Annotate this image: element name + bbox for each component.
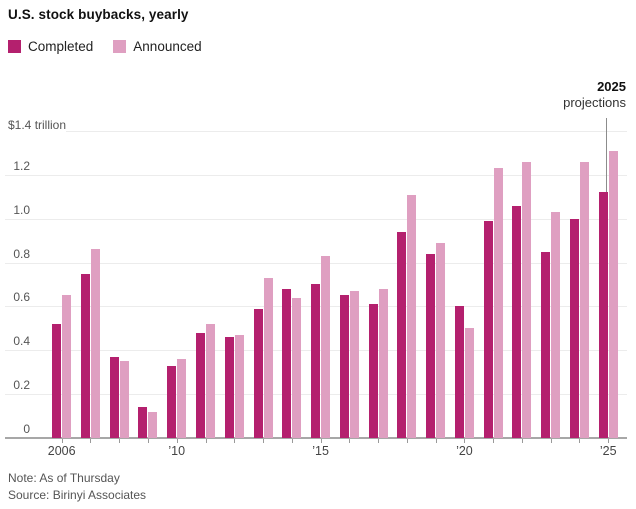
bar-completed-2006 — [52, 323, 62, 438]
x-axis-label-2020: ’20 — [456, 444, 473, 458]
bar-announced-2014 — [292, 297, 302, 438]
bar-completed-2008 — [109, 356, 119, 438]
bar-completed-2018 — [397, 231, 407, 438]
x-tick-2014 — [291, 439, 293, 443]
bar-announced-2017 — [378, 288, 388, 438]
bar-completed-2025 — [598, 192, 608, 438]
y-axis-label-1.2: 1.2 — [13, 158, 30, 173]
x-tick-2012 — [234, 439, 236, 443]
bar-announced-2025 — [608, 150, 618, 438]
x-tick-2021 — [493, 439, 495, 443]
projection-annotation-label: projections — [563, 95, 626, 110]
bar-announced-2018 — [407, 194, 417, 438]
bar-completed-2007 — [80, 273, 90, 438]
chart-note: Note: As of Thursday — [8, 471, 120, 485]
bar-announced-2023 — [551, 212, 561, 438]
gridline-0.8 — [5, 262, 627, 264]
x-tick-2018 — [406, 439, 408, 443]
bar-announced-2007 — [90, 249, 100, 438]
bar-completed-2019 — [426, 253, 436, 438]
x-tick-2025 — [608, 439, 610, 443]
chart-legend: Completed Announced — [8, 39, 202, 54]
gridline-1.4 — [66, 130, 627, 132]
bar-completed-2022 — [512, 205, 522, 438]
chart-title: U.S. stock buybacks, yearly — [8, 7, 189, 22]
y-axis-label-0.6: 0.6 — [13, 290, 30, 305]
bar-announced-2013 — [263, 277, 273, 438]
x-tick-2007 — [90, 439, 92, 443]
y-axis-label-0: 0 — [23, 422, 30, 436]
y-axis-label-0.4: 0.4 — [13, 334, 30, 349]
bar-completed-2017 — [368, 304, 378, 438]
bar-completed-2012 — [224, 337, 234, 438]
x-tick-2008 — [119, 439, 121, 443]
x-axis-label-2015: ’15 — [312, 444, 329, 458]
legend-item-completed: Completed — [8, 39, 93, 54]
x-tick-2011 — [205, 439, 207, 443]
bar-completed-2011 — [196, 332, 206, 438]
bar-announced-2022 — [522, 161, 532, 438]
chart-source: Source: Birinyi Associates — [8, 488, 147, 502]
x-tick-2020 — [464, 439, 466, 443]
x-tick-2022 — [521, 439, 523, 443]
bar-announced-2011 — [206, 323, 216, 438]
bar-completed-2016 — [339, 295, 349, 438]
bar-announced-2008 — [119, 361, 129, 438]
bar-announced-2006 — [62, 295, 72, 438]
bar-announced-2021 — [493, 168, 503, 438]
x-tick-2009 — [147, 439, 149, 443]
bar-announced-2012 — [234, 334, 244, 438]
legend-label-announced: Announced — [133, 39, 202, 54]
y-axis-label-0.2: 0.2 — [13, 378, 30, 393]
y-axis-top-label: $1.4 trillion — [8, 117, 67, 132]
announced-swatch-icon — [113, 40, 127, 53]
x-axis-label-2006: 2006 — [47, 444, 76, 458]
x-tick-2006 — [61, 439, 63, 443]
gridline-1.2 — [5, 174, 627, 176]
bar-completed-2024 — [569, 218, 579, 438]
x-tick-2015 — [320, 439, 322, 443]
x-tick-2010 — [176, 439, 178, 443]
bar-announced-2024 — [579, 161, 589, 438]
x-tick-2017 — [378, 439, 380, 443]
bar-completed-2015 — [311, 284, 321, 438]
bar-announced-2016 — [349, 291, 359, 438]
bar-completed-2023 — [541, 251, 551, 438]
bar-completed-2013 — [253, 308, 263, 438]
x-tick-2023 — [550, 439, 552, 443]
x-axis-label-2025: ’25 — [599, 444, 617, 458]
completed-swatch-icon — [8, 40, 21, 53]
x-tick-2013 — [263, 439, 265, 443]
bar-announced-2010 — [177, 359, 187, 438]
bar-completed-2009 — [138, 407, 148, 438]
legend-item-announced: Announced — [113, 39, 202, 54]
y-axis-label-0.8: 0.8 — [13, 246, 30, 261]
projection-annotation-year: 2025 — [597, 79, 626, 94]
bar-completed-2020 — [454, 306, 464, 438]
bar-announced-2009 — [148, 411, 158, 438]
y-axis-label-1.0: 1.0 — [13, 202, 30, 217]
x-tick-2024 — [579, 439, 581, 443]
x-axis-label-2010: ’10 — [168, 444, 186, 458]
bar-announced-2015 — [321, 255, 331, 438]
bar-announced-2020 — [464, 328, 474, 438]
legend-label-completed: Completed — [28, 39, 94, 54]
bar-completed-2014 — [282, 288, 292, 438]
bar-completed-2010 — [167, 365, 177, 438]
bar-announced-2019 — [436, 242, 446, 438]
bar-completed-2021 — [483, 220, 493, 438]
gridline-1.0 — [5, 218, 627, 220]
x-tick-2019 — [435, 439, 437, 443]
x-axis-line — [5, 437, 627, 439]
x-tick-2016 — [349, 439, 351, 443]
